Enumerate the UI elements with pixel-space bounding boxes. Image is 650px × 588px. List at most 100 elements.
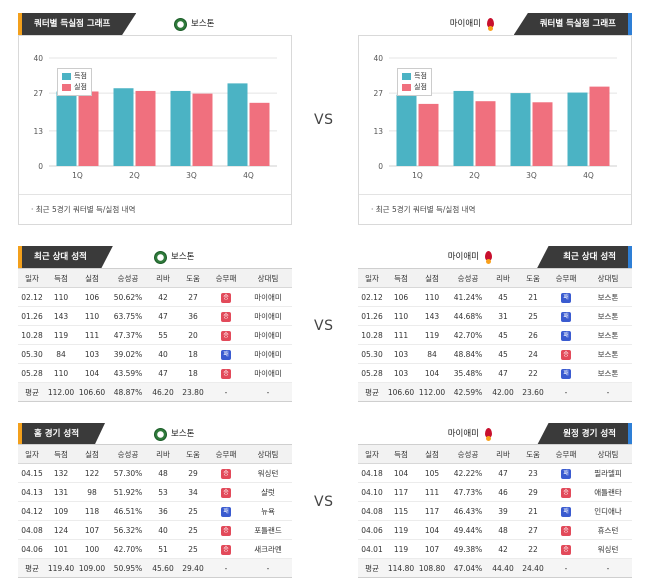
x-tick-label: 1Q: [412, 171, 423, 180]
result-badge-cell: 승: [208, 325, 244, 345]
team-label-miami: 마이애미: [450, 13, 496, 35]
table-cell: 29: [178, 463, 208, 483]
table-cell: 34: [178, 482, 208, 502]
vs-label: VS: [314, 494, 334, 510]
heat-logo-icon: [483, 427, 494, 441]
table-cell: 필라델피: [584, 463, 632, 483]
table-cell: 46: [488, 482, 518, 502]
chart-svg: 0 13 27 40 1Q 2Q 3Q 4Q: [373, 54, 617, 180]
table-cell: 42.70%: [448, 325, 488, 345]
result-badge-cell: 승: [208, 287, 244, 307]
column-header: 도움: [178, 444, 208, 464]
y-tick-label: 13: [373, 127, 383, 136]
section-title: 최근 상대 성적: [537, 246, 632, 268]
result-badge: 승: [221, 292, 231, 303]
result-badge-cell: 승: [208, 520, 244, 540]
table-cell: 05.28: [18, 363, 46, 383]
table-cell: 103: [386, 363, 416, 383]
y-tick-label: 13: [33, 127, 43, 136]
table-cell: 42.70%: [108, 539, 148, 559]
table-cell: 56.32%: [108, 520, 148, 540]
table-row: 10.28 111 119 42.70% 45 26 패 보스톤: [358, 325, 632, 345]
table-cell: 10.28: [18, 325, 46, 345]
bar-scored: [453, 90, 474, 166]
table-cell: 23: [518, 463, 548, 483]
table-cell: 25: [178, 520, 208, 540]
table-cell: 108.80: [416, 558, 448, 578]
result-badge-cell: 승: [208, 463, 244, 483]
table-cell: 뉴욕: [244, 501, 292, 521]
table-cell: 25: [178, 539, 208, 559]
table-cell: 새크라멘: [244, 539, 292, 559]
x-tick-label: 2Q: [129, 171, 140, 180]
column-header: 승성공: [108, 268, 148, 288]
table-cell: 47: [488, 363, 518, 383]
column-header: 실점: [76, 444, 108, 464]
section-title: 원정 경기 성적: [537, 423, 632, 445]
table-cell: -: [244, 382, 292, 402]
x-tick-label: 4Q: [583, 171, 594, 180]
table-cell: 112.00: [46, 382, 76, 402]
average-row: 평균 119.40 109.00 50.95% 45.60 29.40- -: [18, 558, 292, 578]
result-badge: 패: [561, 468, 571, 479]
table-cell: 106.60: [76, 382, 108, 402]
table-cell: 53: [148, 482, 178, 502]
table-cell: 106.60: [386, 382, 416, 402]
table-cell: 마이애미: [244, 287, 292, 307]
table-cell: 24.40: [518, 558, 548, 578]
table-cell: 115: [386, 501, 416, 521]
table-cell: 103: [76, 344, 108, 364]
result-badge-cell: 승: [548, 539, 584, 559]
table-cell: 40: [148, 344, 178, 364]
table-cell: 51: [148, 539, 178, 559]
table-header-row: 일자 득점 실점 승성공 리바 도움 승무패 상대팀: [358, 268, 632, 288]
column-header: 도움: [518, 268, 548, 288]
section-title: 쿼터별 득실점 그래프: [18, 13, 137, 35]
table-cell: 인디애나: [584, 501, 632, 521]
result-badge: 패: [561, 292, 571, 303]
section-title: 쿼터별 득실점 그래프: [513, 13, 632, 35]
chart-legend: 득점 실점: [57, 68, 92, 96]
bar-conceded: [78, 91, 99, 166]
table-cell: 47.04%: [448, 558, 488, 578]
table-cell: 애틀랜타: [584, 482, 632, 502]
heat-logo-icon: [485, 17, 496, 31]
celtics-logo-icon: [154, 250, 167, 264]
vs-label: VS: [314, 318, 334, 334]
column-header: 승성공: [108, 444, 148, 464]
table-cell: -: [548, 558, 584, 578]
result-badge-cell: 패: [208, 501, 244, 521]
table-row: 02.12 110 106 50.62% 42 27 승 마이애미: [18, 287, 292, 307]
table-cell: 18: [178, 363, 208, 383]
y-tick-label: 0: [38, 162, 43, 171]
column-header: 도움: [518, 444, 548, 464]
home-header-left: 홈 경기 성적 보스톤: [18, 423, 308, 445]
y-tick-label: 40: [33, 54, 43, 63]
table-cell: 49.44%: [448, 520, 488, 540]
column-header: 득점: [386, 268, 416, 288]
table-cell: 119.40: [46, 558, 76, 578]
table-cell: 26: [518, 325, 548, 345]
table-cell: 131: [46, 482, 76, 502]
table-cell: 103: [386, 344, 416, 364]
table-cell: 110: [76, 306, 108, 326]
table-cell: 42.22%: [448, 463, 488, 483]
table-cell: 48.87%: [108, 382, 148, 402]
bar-scored: [396, 94, 417, 166]
result-badge-cell: 패: [548, 363, 584, 383]
table-row: 04.15 132 122 57.30% 48 29 승 워싱턴: [18, 463, 292, 483]
heat-logo-icon: [483, 250, 494, 264]
recent-header-left: 최근 상대 성적 보스톤: [18, 246, 308, 268]
table-cell: 117: [386, 482, 416, 502]
table-cell: 21: [518, 501, 548, 521]
table-cell: 평균: [18, 558, 46, 578]
table-row: 04.18 104 105 42.22% 47 23 패 필라델피: [358, 463, 632, 483]
quarter-header-right: 마이애미 쿼터별 득실점 그래프: [342, 13, 632, 35]
result-badge-cell: 승: [208, 306, 244, 326]
table-cell: 109: [46, 501, 76, 521]
column-header: 승성공: [448, 444, 488, 464]
table-row: 04.13 131 98 51.92% 53 34 승 샬럿: [18, 482, 292, 502]
column-header: 상대팀: [244, 444, 292, 464]
result-badge-cell: 패: [548, 306, 584, 326]
table-cell: 106: [76, 287, 108, 307]
